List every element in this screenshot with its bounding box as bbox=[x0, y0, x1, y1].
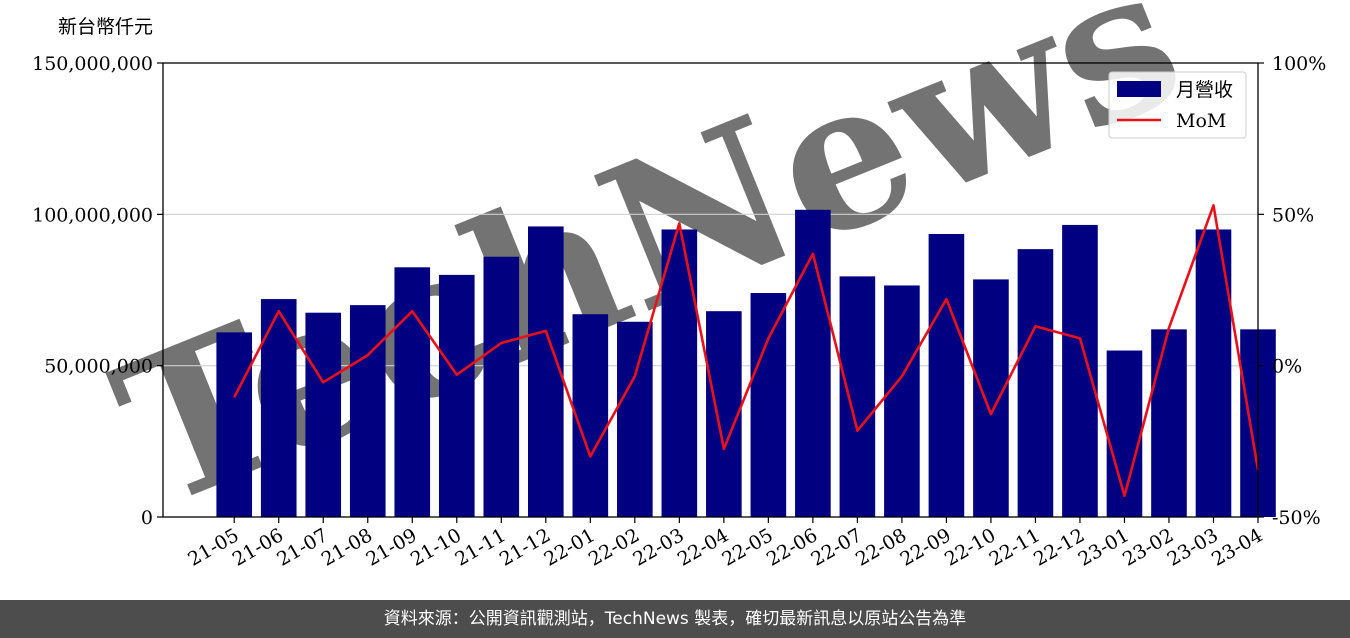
x-tick-label: 21-07 bbox=[273, 524, 331, 570]
x-tick-label: 21-09 bbox=[362, 524, 420, 570]
revenue-bar bbox=[1017, 249, 1054, 517]
x-tick-label: 22-09 bbox=[896, 524, 954, 570]
plot-frame bbox=[162, 62, 1259, 518]
revenue-bar bbox=[617, 321, 653, 517]
right-tick-label: -50% bbox=[1272, 507, 1321, 529]
footer-source-note: 資料來源：公開資訊觀測站，TechNews 製表，確切最新訊息以原站公告為準 bbox=[0, 600, 1350, 638]
y-axis-unit-label: 新台幣仟元 bbox=[58, 16, 153, 38]
right-tick-label: 100% bbox=[1272, 53, 1326, 75]
x-tick-label: 22-11 bbox=[985, 524, 1043, 570]
revenue-bar bbox=[928, 234, 965, 518]
legend-bar-swatch bbox=[1117, 81, 1161, 97]
x-tick-label: 22-06 bbox=[763, 524, 821, 570]
revenue-bar bbox=[750, 293, 787, 517]
x-tick-label: 22-03 bbox=[629, 524, 687, 570]
right-tick-label: 50% bbox=[1272, 204, 1314, 226]
right-tick-label: 0% bbox=[1272, 356, 1302, 378]
x-tick-label: 21-11 bbox=[451, 524, 509, 570]
revenue-bar bbox=[1062, 224, 1098, 517]
x-tick-label: 22-05 bbox=[718, 524, 776, 570]
revenue-bar bbox=[349, 305, 386, 517]
legend-label-mom: MoM bbox=[1176, 110, 1226, 132]
revenue-bar bbox=[216, 332, 253, 517]
x-tick-label: 22-02 bbox=[585, 524, 643, 570]
x-tick-label: 22-01 bbox=[540, 524, 598, 570]
revenue-bar bbox=[394, 267, 431, 517]
x-tick-label: 21-12 bbox=[496, 524, 554, 570]
revenue-bar bbox=[839, 276, 876, 517]
left-tick-label: 0 bbox=[141, 507, 153, 529]
revenue-bar bbox=[661, 229, 698, 517]
revenue-bar bbox=[483, 256, 520, 517]
x-tick-label: 22-08 bbox=[852, 524, 910, 570]
revenue-bar bbox=[795, 209, 831, 517]
legend: 月營收 MoM bbox=[1108, 71, 1247, 139]
x-tick-label: 22-10 bbox=[941, 524, 999, 570]
revenue-bar bbox=[528, 226, 564, 517]
revenue-bar bbox=[1106, 350, 1143, 517]
revenue-bar bbox=[973, 279, 1009, 517]
x-tick-label: 21-06 bbox=[229, 524, 287, 570]
x-tick-label: 23-03 bbox=[1164, 524, 1222, 570]
x-tick-label: 23-02 bbox=[1119, 524, 1177, 570]
revenue-bar bbox=[305, 312, 342, 517]
revenue-bar bbox=[706, 311, 742, 517]
x-tick-label: 21-10 bbox=[407, 524, 465, 570]
legend-label-revenue: 月營收 bbox=[1176, 79, 1233, 101]
x-tick-label: 22-12 bbox=[1030, 524, 1088, 570]
revenue-bar bbox=[438, 274, 475, 517]
left-tick-label: 150,000,000 bbox=[32, 53, 153, 75]
x-tick-label: 23-04 bbox=[1208, 524, 1266, 570]
mom-line bbox=[233, 204, 1260, 498]
revenue-bar bbox=[572, 314, 609, 517]
mom-line-series bbox=[233, 204, 1260, 498]
x-tick-label: 21-08 bbox=[318, 524, 376, 570]
revenue-chart: TechNews 050,000,000100,000,000150,000,0… bbox=[32, 0, 1326, 571]
x-tick-label: 23-01 bbox=[1075, 524, 1133, 570]
bar-series bbox=[216, 209, 1276, 518]
left-tick-label: 50,000,000 bbox=[44, 356, 153, 378]
x-tick-label: 22-04 bbox=[674, 524, 732, 570]
revenue-bar bbox=[884, 285, 920, 517]
x-tick-label: 22-07 bbox=[807, 524, 865, 570]
left-tick-label: 100,000,000 bbox=[32, 204, 153, 226]
revenue-bar bbox=[1151, 329, 1187, 517]
